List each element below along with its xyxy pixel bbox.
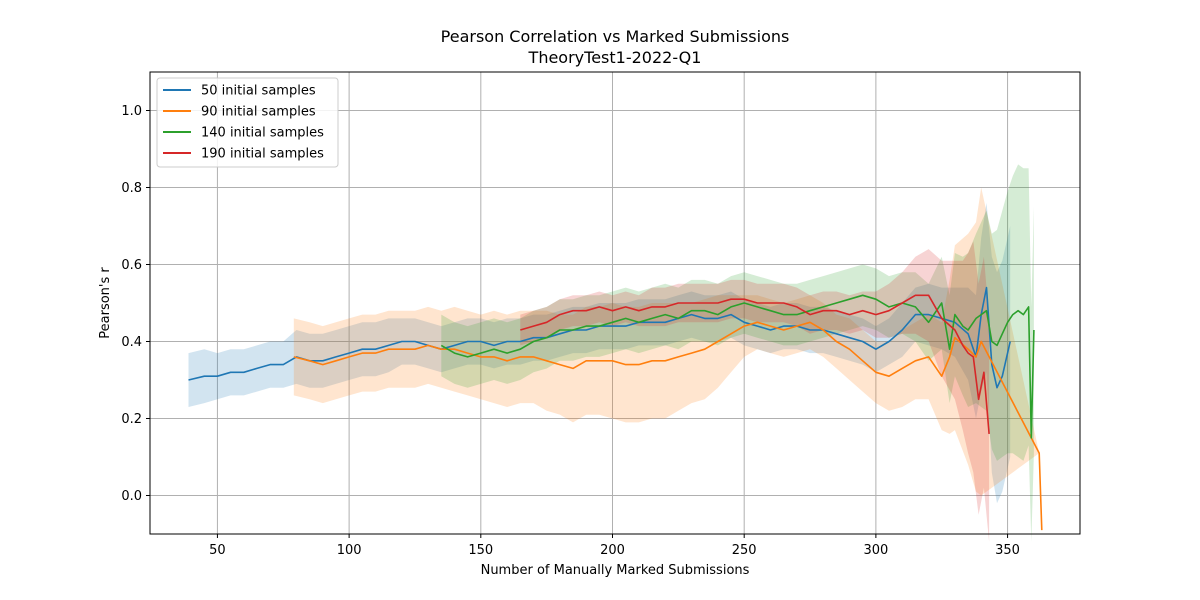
- x-tick-label: 350: [995, 543, 1020, 558]
- x-tick-label: 100: [337, 543, 362, 558]
- plot-frame: [149, 71, 1081, 535]
- chart-subtitle: TheoryTest1-2022-Q1: [528, 48, 702, 67]
- legend-label-4: 190 initial samples: [201, 147, 324, 162]
- x-axis-label: Number of Manually Marked Submissions: [481, 563, 750, 578]
- x-tick-label: 50: [209, 543, 226, 558]
- y-axis-label: Pearson's r: [98, 267, 113, 339]
- x-tick-label: 250: [732, 543, 757, 558]
- legend-label-3: 140 initial samples: [201, 126, 324, 141]
- series-lines: [188, 286, 1043, 531]
- series-1-band: [188, 202, 1011, 504]
- x-tick-label: 200: [600, 543, 625, 558]
- series-2-band: [293, 187, 1042, 531]
- series-4-line: [520, 294, 990, 434]
- legend-label-1: 50 initial samples: [201, 84, 316, 99]
- y-tick-label: 0.0: [121, 489, 142, 504]
- series-1-line: [188, 286, 1011, 389]
- confidence-bands: [188, 164, 1042, 542]
- y-tick-label: 0.6: [121, 258, 142, 273]
- grid: [150, 72, 1080, 534]
- legend-box: [156, 77, 339, 168]
- x-axis-ticks: 50 100 150 200 250 300 350: [209, 534, 1020, 558]
- series-4-band: [520, 241, 990, 542]
- legend: 50 initial samples 90 initial samples 140 …: [156, 77, 339, 168]
- y-tick-label: 0.8: [121, 181, 142, 196]
- x-tick-label: 300: [863, 543, 888, 558]
- x-tick-label: 150: [468, 543, 493, 558]
- y-tick-label: 1.0: [121, 104, 142, 119]
- y-tick-label: 0.2: [121, 412, 142, 427]
- y-axis-ticks: 0.0 0.2 0.4 0.6 0.8 1.0: [121, 104, 150, 504]
- chart-title: Pearson Correlation vs Marked Submission…: [441, 27, 790, 46]
- series-2-line: [293, 321, 1043, 531]
- series-3-line: [440, 294, 1035, 439]
- legend-label-2: 90 initial samples: [201, 105, 316, 120]
- y-tick-label: 0.4: [121, 335, 142, 350]
- series-3-band: [441, 164, 1034, 542]
